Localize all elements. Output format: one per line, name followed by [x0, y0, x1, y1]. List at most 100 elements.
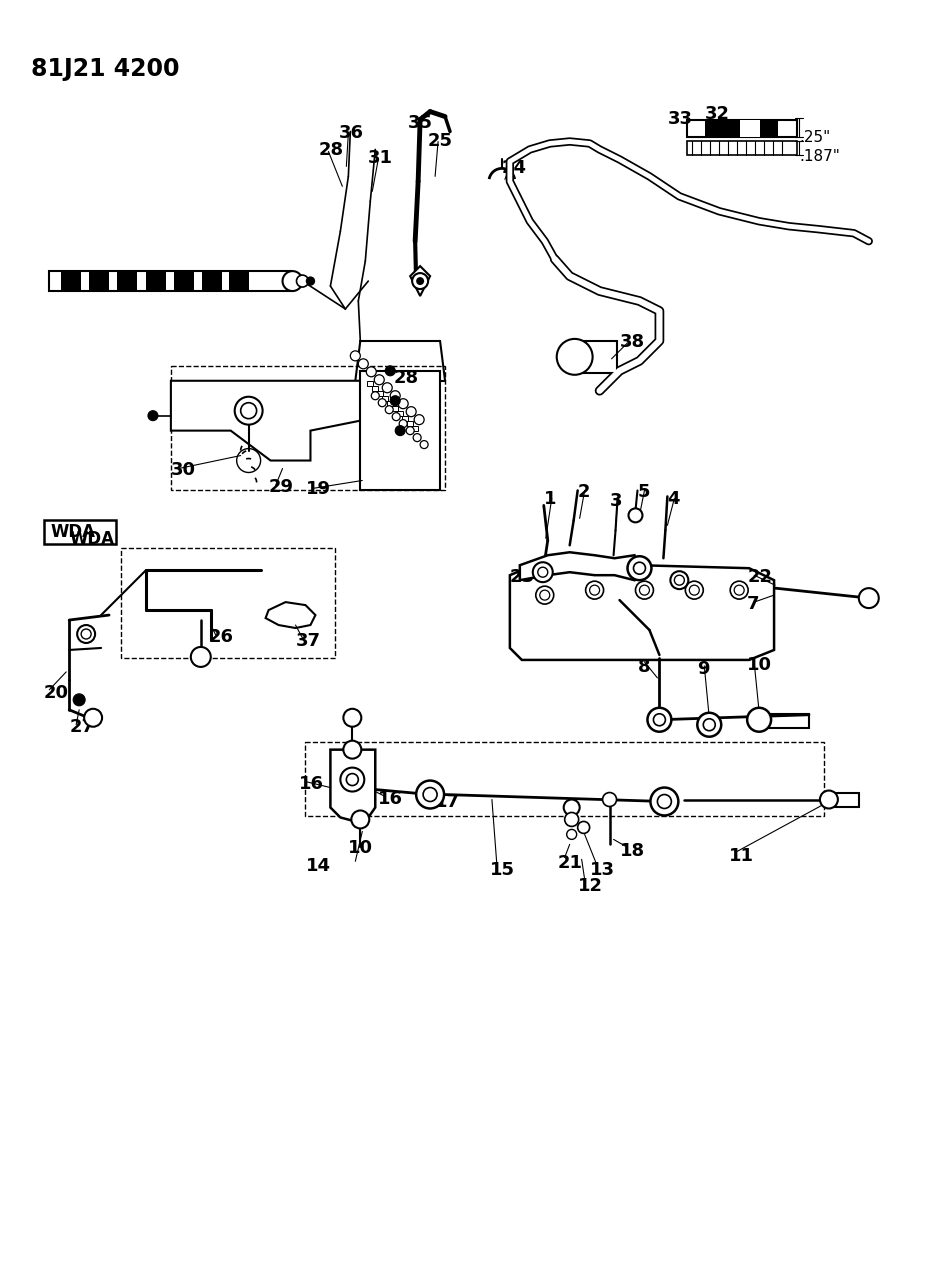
Text: 81J21 4200: 81J21 4200 [32, 57, 180, 80]
Circle shape [538, 567, 547, 577]
Circle shape [647, 708, 670, 731]
Circle shape [535, 586, 553, 604]
Text: 24: 24 [502, 159, 527, 177]
Text: 38: 38 [619, 333, 644, 350]
Circle shape [696, 712, 720, 736]
Bar [392, 405, 398, 410]
Circle shape [589, 585, 599, 595]
Text: 32: 32 [705, 104, 730, 122]
Text: 27: 27 [70, 717, 94, 736]
Circle shape [374, 375, 384, 385]
Text: 8: 8 [637, 657, 650, 676]
Circle shape [656, 795, 670, 809]
Circle shape [685, 581, 703, 599]
Bar [117, 271, 137, 290]
Circle shape [389, 396, 400, 405]
Text: 14: 14 [305, 857, 330, 875]
Circle shape [415, 276, 424, 285]
Circle shape [358, 359, 368, 368]
Circle shape [413, 414, 424, 424]
Circle shape [653, 713, 665, 726]
Polygon shape [509, 566, 773, 660]
Bar [360, 371, 439, 490]
Text: 11: 11 [729, 847, 754, 865]
Text: 18: 18 [619, 842, 644, 860]
Circle shape [423, 787, 437, 801]
Circle shape [577, 822, 589, 833]
Text: 9: 9 [696, 660, 709, 678]
Circle shape [297, 275, 308, 287]
Circle shape [84, 708, 102, 726]
Bar [382, 396, 387, 401]
Circle shape [819, 791, 837, 809]
Circle shape [147, 410, 158, 420]
Text: 28: 28 [318, 141, 343, 159]
Bar [367, 381, 373, 386]
Text: 3: 3 [609, 493, 621, 511]
Circle shape [633, 562, 645, 575]
Circle shape [392, 413, 400, 420]
Bar [574, 341, 616, 373]
Circle shape [532, 562, 552, 582]
Circle shape [627, 557, 651, 580]
Circle shape [746, 708, 770, 731]
Text: 12: 12 [577, 878, 602, 896]
Circle shape [412, 273, 427, 289]
Polygon shape [171, 381, 360, 460]
Circle shape [81, 629, 91, 640]
Polygon shape [519, 552, 639, 580]
Bar [377, 391, 383, 396]
Bar [401, 415, 408, 420]
Circle shape [669, 571, 688, 589]
Bar [61, 271, 81, 290]
Text: 22: 22 [746, 568, 771, 586]
Text: 4: 4 [667, 490, 679, 508]
Text: 13: 13 [589, 861, 614, 879]
Bar [146, 271, 166, 290]
Circle shape [240, 403, 257, 419]
Text: 17: 17 [435, 792, 460, 810]
Bar [687, 141, 796, 155]
Bar [740, 120, 759, 138]
Circle shape [556, 339, 592, 375]
Bar [44, 520, 116, 544]
Bar [387, 401, 393, 405]
Circle shape [585, 581, 603, 599]
Text: 36: 36 [338, 124, 363, 141]
Circle shape [340, 768, 364, 791]
Circle shape [73, 694, 85, 706]
Circle shape [602, 792, 616, 806]
Circle shape [398, 399, 408, 409]
Circle shape [413, 433, 421, 442]
Text: 29: 29 [268, 479, 293, 497]
Text: 15: 15 [489, 861, 514, 879]
Circle shape [857, 589, 878, 608]
Text: 7: 7 [746, 595, 759, 613]
Circle shape [415, 781, 444, 809]
Bar [201, 271, 222, 290]
Polygon shape [410, 266, 429, 296]
Bar [121, 548, 335, 657]
Text: 35: 35 [408, 113, 433, 131]
Text: 16: 16 [298, 775, 324, 792]
Circle shape [371, 391, 379, 400]
Text: 28: 28 [393, 368, 418, 387]
Text: .187": .187" [798, 149, 839, 164]
Text: 20: 20 [44, 684, 69, 702]
Text: 30: 30 [171, 460, 196, 479]
Circle shape [730, 581, 747, 599]
Circle shape [639, 585, 649, 595]
Circle shape [351, 810, 369, 828]
Bar [228, 271, 248, 290]
Circle shape [406, 406, 415, 417]
Bar [407, 420, 413, 426]
Text: 26: 26 [209, 628, 234, 646]
Circle shape [703, 719, 715, 731]
Text: 21: 21 [557, 855, 582, 873]
Text: 2: 2 [577, 483, 590, 502]
Circle shape [565, 813, 578, 827]
Text: 1: 1 [543, 490, 555, 508]
Text: 23: 23 [509, 568, 534, 586]
Circle shape [378, 399, 386, 406]
Text: 33: 33 [667, 110, 692, 127]
